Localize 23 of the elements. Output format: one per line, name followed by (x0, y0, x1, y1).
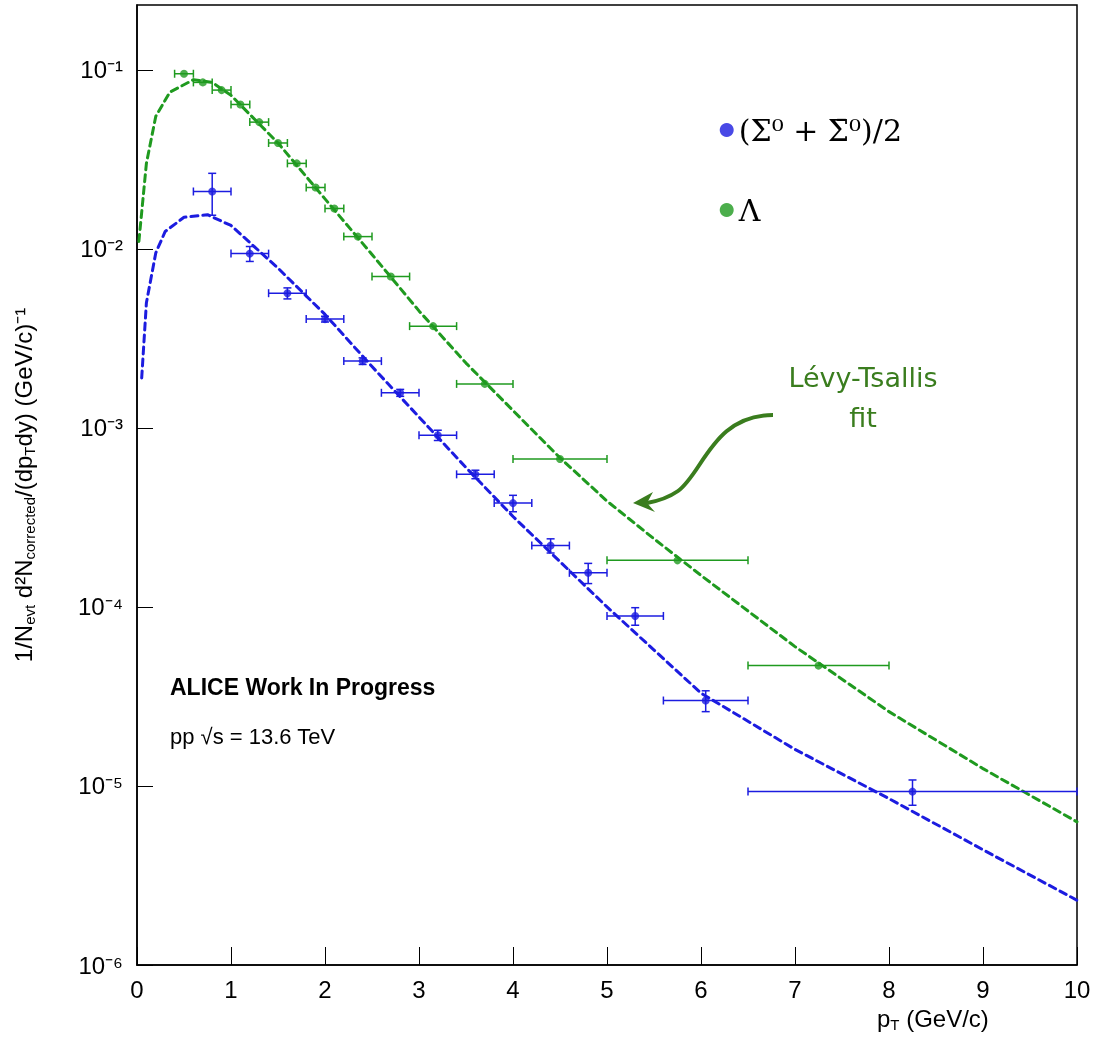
y-axis-title: 1/Nevt d²Ncorrected/(dpTdy) (GeV/c)⁻¹ (10, 307, 38, 663)
x-tick-label: 4 (506, 975, 520, 1003)
y-tick-label: 10⁻⁴ (77, 593, 123, 621)
x-tick-label: 9 (976, 975, 990, 1003)
x-tick-label: 2 (318, 975, 332, 1003)
x-tick-label: 6 (694, 975, 708, 1003)
y-tick-label: 10⁻⁶ (78, 951, 123, 979)
y-tick-label: 10⁻² (80, 235, 124, 263)
x-tick-label: 5 (600, 975, 614, 1003)
x-tick-label: 1 (224, 975, 238, 1003)
y-tick-label: 10⁻¹ (80, 56, 124, 84)
legend-label: Λ (737, 192, 761, 228)
annotation: Lévy-Tsallis fit (787, 361, 939, 435)
x-tick-label: 7 (788, 975, 802, 1003)
y-tick-label: 10⁻⁵ (78, 772, 123, 800)
legend-label: (Σ⁰ + Σ̄⁰)/2 (738, 112, 903, 148)
annotation: pp √s = 13.6 TeV (170, 723, 336, 749)
annotation: ALICE Work In Progress (170, 673, 436, 700)
x-tick-label: 8 (882, 975, 896, 1003)
x-tick-label: 3 (412, 975, 426, 1003)
y-tick-label: 10⁻³ (80, 414, 124, 442)
x-tick-label: 0 (130, 975, 144, 1003)
x-tick-label: 10 (1063, 975, 1091, 1003)
